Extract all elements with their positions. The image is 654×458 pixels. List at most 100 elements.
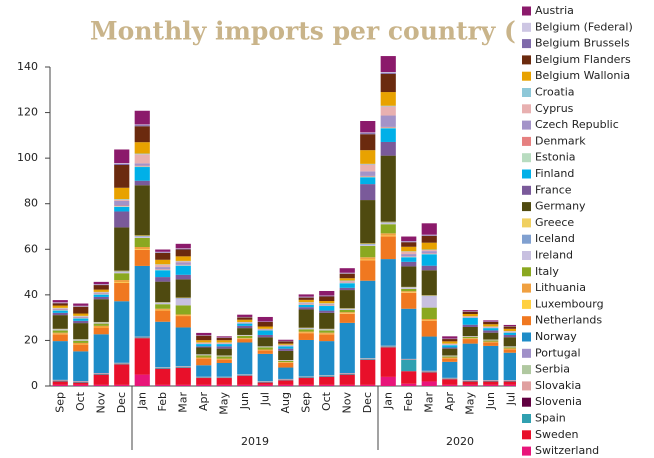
bar-segment [319, 329, 335, 331]
bar-segment [134, 337, 150, 339]
bar-segment [216, 337, 232, 341]
x-tick-label: Jul [258, 392, 271, 406]
bar-segment [73, 306, 89, 314]
legend-label: Norway [535, 330, 577, 343]
bar-segment [442, 336, 458, 339]
bar-segment [52, 300, 68, 303]
bar-segment [73, 340, 89, 343]
bar-segment [319, 376, 335, 385]
bar-segment [401, 254, 417, 257]
legend-background [516, 2, 654, 456]
bar-segment [237, 375, 253, 385]
bar-segment [73, 339, 89, 341]
legend-swatch [522, 283, 531, 293]
legend-label: Croatia [535, 86, 575, 99]
bar-segment [339, 313, 355, 323]
bar-segment [237, 342, 253, 375]
bar-segment [93, 374, 109, 385]
bar-segment [175, 367, 191, 368]
legend-label: Belgium Brussels [535, 37, 630, 50]
bar-segment [175, 243, 191, 249]
legend-label: Ireland [535, 249, 573, 262]
bar-segment [52, 310, 68, 313]
bar-segment [380, 155, 396, 222]
bar-segment [380, 222, 396, 224]
bar-segment [52, 332, 68, 334]
bar-segment [237, 319, 253, 322]
bar-segment [134, 154, 150, 164]
legend-label: Netherlands [535, 314, 602, 327]
bar-segment [319, 296, 335, 302]
bar-segment [483, 384, 499, 386]
bar-segment [175, 279, 191, 298]
legend-label: Greece [535, 216, 574, 229]
bar-segment [257, 347, 273, 350]
bar-segment [237, 317, 253, 320]
bar-segment [483, 381, 499, 385]
bar-segment [93, 296, 109, 300]
legend-swatch [522, 446, 531, 456]
bar-segment [52, 329, 68, 331]
bar-segment [278, 362, 294, 368]
bar-segment [380, 376, 396, 386]
bar-segment [114, 363, 130, 365]
bar-segment [483, 330, 499, 333]
bar-segment [52, 330, 68, 333]
bar-segment [339, 268, 355, 273]
bar-segment [421, 320, 437, 337]
bar-segment [155, 308, 171, 310]
x-tick-label: Oct [74, 391, 87, 411]
bar-segment [134, 374, 150, 386]
x-tick-label: Sep [53, 392, 66, 413]
bar-segment [196, 355, 212, 358]
bar-segment [319, 303, 335, 305]
bar-segment [380, 127, 396, 129]
bar-segment [380, 126, 396, 128]
bar-segment [155, 321, 171, 368]
bar-segment [380, 141, 396, 156]
legend-label: Slovenia [535, 395, 582, 408]
bar-segment [175, 249, 191, 257]
bar-segment [73, 351, 89, 381]
bar-segment [319, 334, 335, 342]
bar-segment [93, 292, 109, 294]
bar-segment [134, 125, 150, 127]
legend-swatch [522, 136, 531, 146]
bar-segment [360, 359, 376, 360]
bar-segment [216, 356, 232, 359]
bar-segment [114, 283, 130, 302]
bar-segment [196, 344, 212, 347]
bar-segment [401, 261, 417, 267]
bar-segment [114, 280, 130, 283]
bar-segment [73, 342, 89, 345]
bar-segment [483, 332, 499, 340]
bar-segment [134, 163, 150, 166]
x-tick-label: Mar [176, 392, 189, 413]
x-tick-label: Mar [422, 392, 435, 413]
bar-segment [339, 287, 355, 291]
bar-segment [298, 304, 314, 308]
bar-segment [257, 334, 273, 338]
bar-segment [503, 349, 519, 353]
bar-segment [421, 307, 437, 320]
bar-segment [360, 245, 376, 258]
bar-segment [298, 303, 314, 304]
bar-segment [155, 303, 171, 305]
bar-segment [319, 290, 335, 296]
bar-segment [421, 223, 437, 235]
bar-segment [442, 358, 458, 362]
bar-segment [380, 223, 396, 225]
bar-segment [421, 249, 437, 252]
legend-label: Sweden [535, 428, 578, 441]
legend-label: Serbia [535, 363, 570, 376]
bar-segment [360, 134, 376, 151]
bar-segment [401, 371, 417, 384]
bar-segment [462, 384, 478, 386]
bar-segment [278, 348, 294, 351]
bar-segment [237, 323, 253, 326]
bar-segment [114, 272, 130, 274]
bar-segment [360, 257, 376, 260]
legend-label: Portugal [535, 346, 581, 359]
bar-segment [216, 359, 232, 363]
bar-segment [339, 281, 355, 283]
